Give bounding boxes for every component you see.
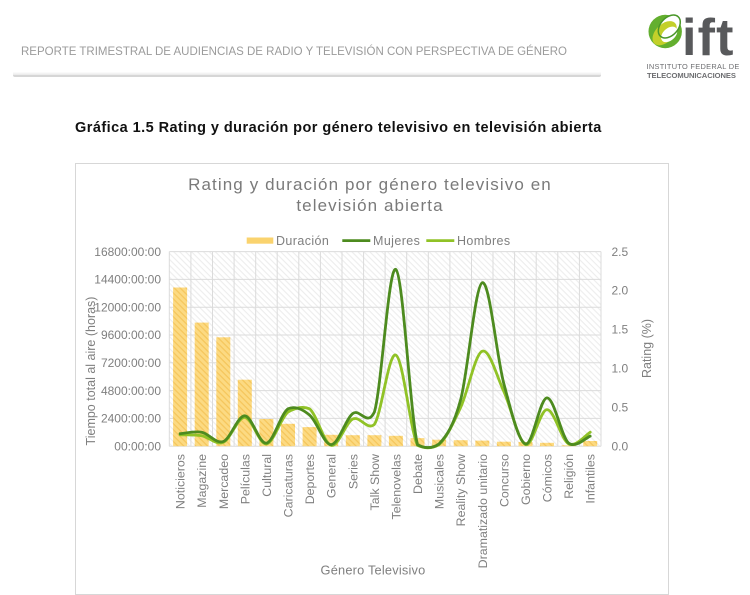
svg-text:Cultural: Cultural (260, 454, 274, 497)
svg-text:0.5: 0.5 (612, 400, 629, 414)
svg-text:Deportes: Deportes (303, 454, 317, 504)
svg-text:Reality Show: Reality Show (454, 454, 468, 526)
svg-text:Series: Series (346, 454, 360, 489)
svg-text:Cómicos: Cómicos (541, 454, 555, 502)
svg-text:Género Televisivo: Género Televisivo (321, 563, 426, 578)
svg-text:Caricaturas: Caricaturas (282, 454, 296, 517)
svg-text:General: General (325, 454, 339, 498)
svg-text:Telenovelas: Telenovelas (389, 454, 403, 519)
svg-text:Rating (%): Rating (%) (640, 319, 654, 378)
svg-text:4800:00:00: 4800:00:00 (101, 384, 161, 398)
svg-text:Duración: Duración (276, 234, 329, 248)
svg-text:00:00:00: 00:00:00 (114, 439, 161, 453)
svg-text:Dramatizado unitario: Dramatizado unitario (476, 454, 490, 568)
svg-text:Infantiles: Infantiles (584, 454, 598, 504)
svg-text:14400:00:00: 14400:00:00 (94, 273, 161, 287)
svg-text:Gobierno: Gobierno (519, 454, 533, 505)
svg-text:12000:00:00: 12000:00:00 (94, 300, 161, 314)
svg-text:0.0: 0.0 (612, 439, 629, 453)
svg-text:TELECOMUNICACIONES: TELECOMUNICACIONES (647, 71, 736, 80)
svg-text:Mercadeo: Mercadeo (217, 454, 231, 509)
svg-text:2.0: 2.0 (612, 284, 629, 298)
svg-text:televisión abierta: televisión abierta (296, 196, 443, 215)
svg-text:Hombres: Hombres (457, 234, 511, 248)
svg-text:ift: ift (682, 9, 735, 67)
svg-text:1.5: 1.5 (612, 323, 629, 337)
svg-text:7200:00:00: 7200:00:00 (101, 356, 161, 370)
svg-text:Musicales: Musicales (433, 454, 447, 509)
svg-text:1.0: 1.0 (612, 362, 629, 376)
svg-text:2.5: 2.5 (612, 245, 629, 259)
svg-text:Rating y duración por género t: Rating y duración por género televisivo … (188, 175, 552, 194)
svg-text:Talk Show: Talk Show (368, 454, 382, 511)
svg-text:2400:00:00: 2400:00:00 (101, 412, 161, 426)
svg-text:9600:00:00: 9600:00:00 (101, 328, 161, 342)
svg-text:Tiempo total al aire (horas): Tiempo total al aire (horas) (84, 297, 98, 446)
svg-text:INSTITUTO FEDERAL DE: INSTITUTO FEDERAL DE (647, 62, 740, 71)
svg-text:16800:00:00: 16800:00:00 (94, 245, 161, 259)
svg-text:Películas: Películas (238, 454, 252, 504)
svg-text:Mujeres: Mujeres (373, 234, 420, 248)
svg-text:Noticieros: Noticieros (174, 454, 188, 509)
svg-text:Magazine: Magazine (195, 454, 209, 508)
svg-text:Debate: Debate (411, 454, 425, 494)
svg-text:Concurso: Concurso (497, 454, 511, 507)
svg-text:Religión: Religión (562, 454, 576, 499)
